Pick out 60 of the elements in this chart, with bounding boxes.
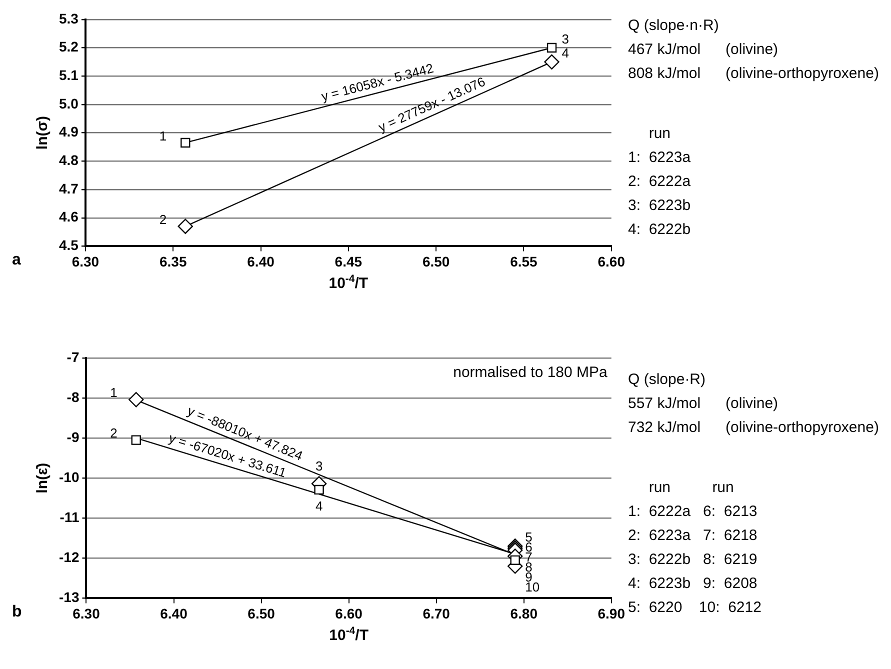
y-tick-label: -13 [59, 589, 80, 606]
text: 467 kJ/mol (olivine) [628, 40, 780, 60]
y-tick-label: 4.9 [58, 124, 79, 140]
text: 1: 6223a [628, 148, 692, 168]
y-tick-label: -7 [66, 348, 80, 365]
x-tick-label: 6.70 [422, 605, 450, 622]
text: run [648, 124, 672, 144]
x-tick-label: 6.40 [247, 253, 275, 270]
text: 5: 6220 10: 6212 [628, 598, 762, 618]
text: 2: 6223a 7: 6218 [628, 526, 758, 546]
x-tick-label: 6.55 [510, 253, 538, 270]
x-tick-label: 6.90 [598, 605, 626, 622]
y-tick-label: 5.0 [58, 95, 79, 112]
y-tick-label: 5.1 [58, 66, 79, 83]
text: 808 kJ/mol (olivine-orthopyroxene) [628, 64, 879, 84]
annotation: 4 [316, 498, 323, 514]
annotation: 1 [159, 128, 167, 144]
annotation: 4 [562, 46, 570, 61]
y-tick-label: 4.5 [58, 237, 79, 254]
annotation: 3 [316, 458, 323, 474]
x-tick-label: 6.80 [510, 605, 538, 622]
text: run run [648, 478, 735, 498]
annotation: 1 [110, 385, 118, 400]
y-tick-label: -12 [59, 549, 80, 566]
y-tick-label: 5.3 [58, 10, 79, 26]
annotation: 3 [562, 31, 570, 46]
x-tick-label: 6.60 [598, 253, 626, 270]
text: 1: 6222a 6: 6213 [628, 502, 758, 522]
y-tick-label: -10 [59, 468, 80, 485]
text: Q (slope·R) [628, 370, 707, 390]
chart-subtitle: normalised to 180 MPa [453, 364, 608, 382]
x-tick-label: 6.50 [248, 605, 276, 622]
y-tick-label: -8 [66, 388, 80, 405]
text: b [12, 604, 22, 621]
y-tick-label: 4.6 [58, 208, 79, 225]
y-tick-label: 4.7 [58, 180, 79, 196]
y-tick-label: -11 [60, 508, 80, 525]
text: 4: 6223b 9: 6208 [628, 574, 758, 594]
y-axis-title: ln(ε̇) [34, 462, 52, 494]
x-tick-label: 6.60 [335, 605, 363, 622]
y-tick-label: 5.2 [58, 38, 79, 55]
annotation: 2 [110, 426, 118, 441]
x-tick-label: 6.30 [72, 605, 100, 622]
y-tick-label: 4.8 [58, 152, 79, 168]
text: a [12, 252, 21, 269]
annotation: 2 [159, 212, 167, 227]
text: 2: 6222a [628, 172, 692, 192]
text: 557 kJ/mol (olivine) [628, 394, 780, 414]
x-tick-label: 6.45 [334, 253, 362, 270]
x-tick-label: 6.35 [159, 253, 187, 270]
x-tick-label: 6.50 [422, 253, 450, 270]
y-tick-label: -9 [66, 428, 80, 445]
x-tick-label: 6.30 [72, 253, 100, 270]
x-tick-label: 6.40 [160, 605, 188, 622]
text: 3: 6223b [628, 196, 692, 216]
text: Q (slope·n·R) [628, 16, 720, 36]
text: 732 kJ/mol (olivine-orthopyroxene) [628, 418, 879, 438]
text: 3: 6222b 8: 6219 [628, 550, 758, 570]
y-axis-title: ln(σ) [34, 116, 52, 150]
text: 4: 6222b [628, 220, 692, 240]
